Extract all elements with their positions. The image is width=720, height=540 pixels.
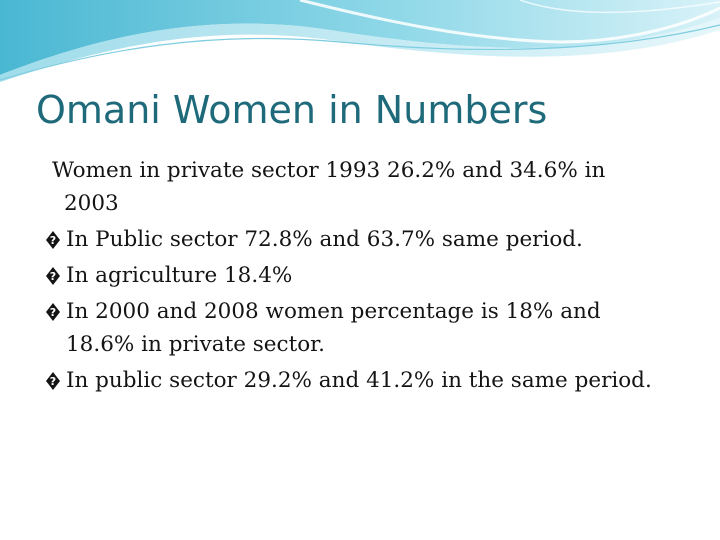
svg-text:?: ?	[50, 375, 56, 388]
replacement-character-icon: ?	[46, 303, 60, 321]
replacement-character-icon: ?	[46, 267, 60, 285]
svg-text:?: ?	[50, 270, 56, 283]
paragraph-4: ? In 2000 and 2008 women percentage is 1…	[46, 295, 686, 361]
paragraph-5-text: In public sector 29.2% and 41.2% in the …	[66, 368, 652, 393]
paragraph-2: ? In Public sector 72.8% and 63.7% same …	[46, 223, 686, 256]
slide-body: Women in private sector 1993 26.2% and 3…	[46, 154, 686, 400]
paragraph-4-line-1: In 2000 and 2008 women percentage is 18%…	[66, 299, 601, 324]
replacement-character-icon: ?	[46, 231, 60, 249]
paragraph-1-line-2: 2003	[64, 191, 119, 216]
paragraph-1-line-1: Women in private sector 1993 26.2% and 3…	[52, 158, 606, 183]
svg-text:?: ?	[50, 306, 56, 319]
header-wave-decoration	[0, 0, 720, 82]
paragraph-3-text: In agriculture 18.4%	[66, 263, 293, 288]
paragraph-4-line-2: 18.6% in private sector.	[66, 332, 325, 357]
paragraph-3: ? In agriculture 18.4%	[46, 259, 686, 292]
slide-title: Omani Women in Numbers	[36, 88, 548, 132]
paragraph-1: Women in private sector 1993 26.2% and 3…	[46, 154, 686, 220]
paragraph-2-text: In Public sector 72.8% and 63.7% same pe…	[66, 227, 583, 252]
svg-text:?: ?	[50, 234, 56, 247]
replacement-character-icon: ?	[46, 372, 60, 390]
paragraph-5: ? In public sector 29.2% and 41.2% in th…	[46, 364, 686, 397]
